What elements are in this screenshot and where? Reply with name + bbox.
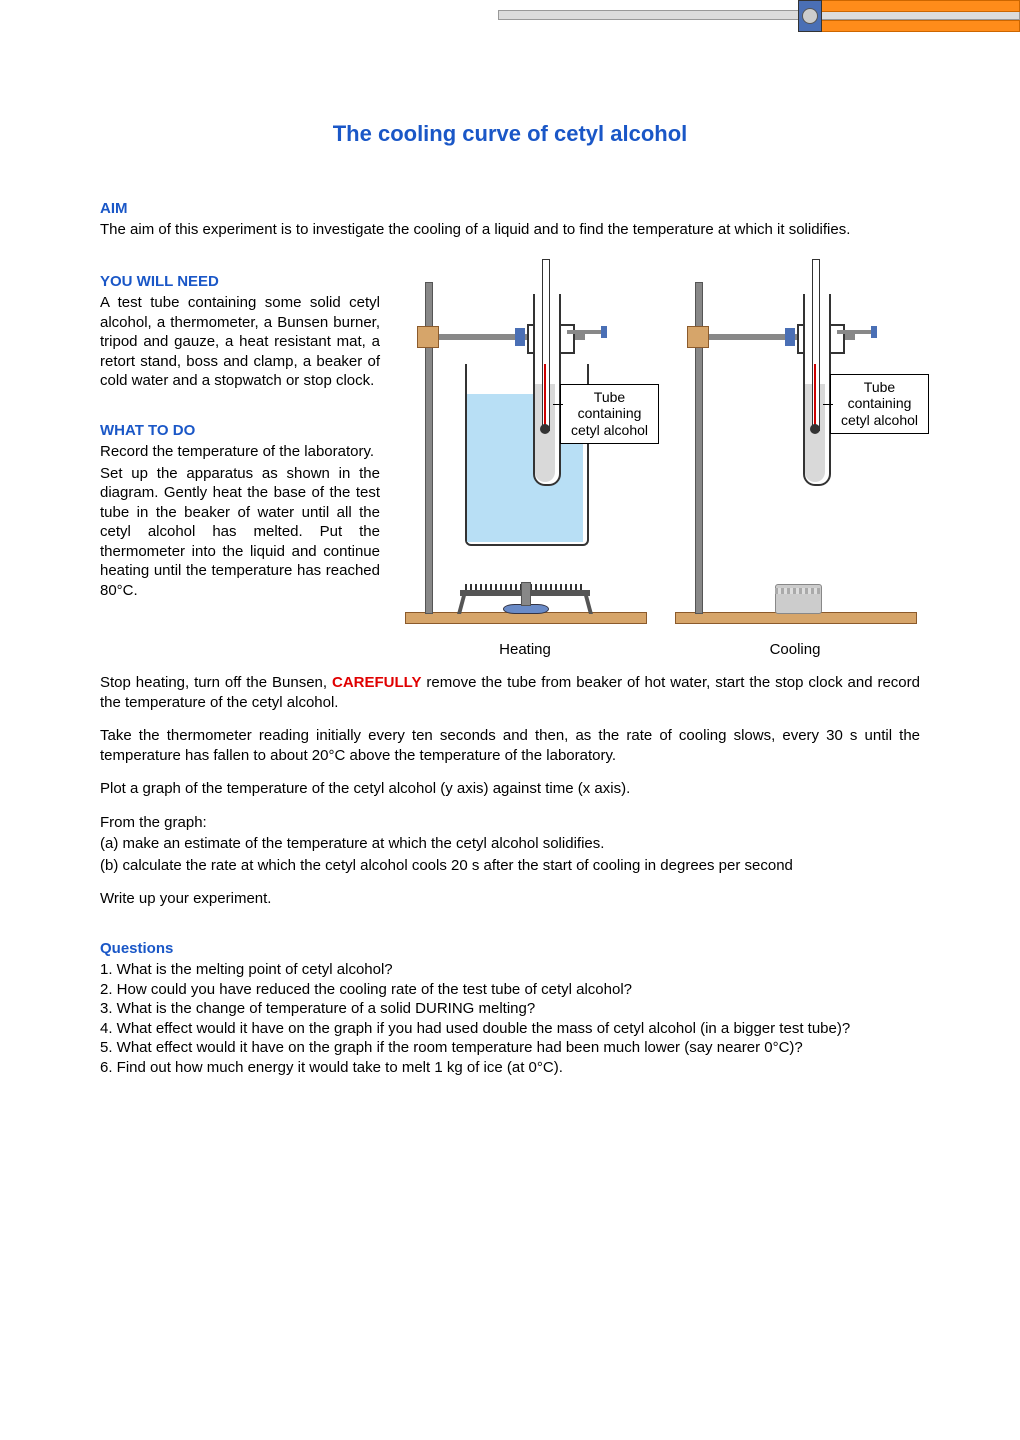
apparatus-row: Tube containing cetyl alcohol Heating: [400, 254, 920, 660]
aim-text: The aim of this experiment is to investi…: [100, 220, 920, 240]
cooling-apparatus-wrapper: Tube containing cetyl alcohol Cooling: [675, 254, 915, 660]
thermometer-bulb-2: [810, 424, 820, 434]
q5: 5. What effect would it have on the grap…: [100, 1038, 920, 1058]
whattodo-p1: Record the temperature of the laboratory…: [100, 442, 380, 462]
q1: 1. What is the melting point of cetyl al…: [100, 960, 920, 980]
header-decoration: [0, 0, 1020, 50]
cooling-apparatus: Tube containing cetyl alcohol: [675, 254, 915, 634]
arrow-heating: [553, 404, 563, 405]
heating-apparatus: Tube containing cetyl alcohol: [405, 254, 645, 634]
clamp-nut-blue: [515, 328, 525, 346]
aim-heading: AIM: [100, 199, 920, 219]
whattodo-p6: From the graph:: [100, 813, 920, 833]
q2: 2. How could you have reduced the coolin…: [100, 980, 920, 1000]
need-heading: YOU WILL NEED: [100, 272, 380, 292]
clamp-nut-blue-2: [785, 328, 795, 346]
questions-heading: Questions: [100, 939, 920, 959]
page-title: The cooling curve of cetyl alcohol: [100, 120, 920, 149]
thermometer-bulb: [540, 424, 550, 434]
whattodo-p4: Take the thermometer reading initially e…: [100, 726, 920, 765]
cooling-weight-ridge: [775, 588, 820, 594]
tripod-leg-right: [583, 592, 593, 614]
arrow-cooling: [823, 404, 833, 405]
q6: 6. Find out how much energy it would tak…: [100, 1058, 920, 1078]
figure-column: Tube containing cetyl alcohol Heating: [400, 254, 920, 660]
p3-pre: Stop heating, turn off the Bunsen,: [100, 674, 332, 691]
whattodo-p6a: (a) make an estimate of the temperature …: [100, 834, 920, 854]
whattodo-p3: Stop heating, turn off the Bunsen, CAREF…: [100, 673, 920, 712]
page-content: The cooling curve of cetyl alcohol AIM T…: [0, 50, 1020, 1157]
whattodo-p2: Set up the apparatus as shown in the dia…: [100, 464, 380, 601]
thermometer-liquid: [544, 364, 546, 429]
bunsen-tube: [521, 582, 531, 606]
pipe-dot: [802, 8, 818, 24]
aim-section: AIM The aim of this experiment is to inv…: [100, 199, 920, 240]
heating-apparatus-wrapper: Tube containing cetyl alcohol Heating: [405, 254, 645, 660]
left-text-column: YOU WILL NEED A test tube containing som…: [100, 254, 380, 615]
q3: 3. What is the change of temperature of …: [100, 999, 920, 1019]
need-and-whattodo-row: YOU WILL NEED A test tube containing som…: [100, 254, 920, 660]
tube-label-heating: Tube containing cetyl alcohol: [560, 384, 659, 444]
whattodo-p6b: (b) calculate the rate at which the cety…: [100, 856, 920, 876]
q4: 4. What effect would it have on the grap…: [100, 1019, 920, 1039]
clamp-stop: [601, 326, 607, 338]
clamp-bar-2: [837, 330, 873, 334]
cooling-caption: Cooling: [675, 640, 915, 660]
heating-caption: Heating: [405, 640, 645, 660]
pipe-orange-bottom: [818, 20, 1020, 32]
need-text: A test tube containing some solid cetyl …: [100, 293, 380, 391]
thermometer-liquid-2: [814, 364, 816, 429]
clamp-boss-2: [687, 326, 709, 348]
pipe-orange-top: [818, 0, 1020, 12]
whattodo-heading: WHAT TO DO: [100, 421, 380, 441]
clamp-boss: [417, 326, 439, 348]
clamp-stop-2: [871, 326, 877, 338]
tripod-leg-left: [457, 592, 467, 614]
whattodo-p5: Plot a graph of the temperature of the c…: [100, 779, 920, 799]
clamp-bar: [567, 330, 603, 334]
tube-label-cooling: Tube containing cetyl alcohol: [830, 374, 929, 434]
whattodo-p7: Write up your experiment.: [100, 889, 920, 909]
p3-warn: CAREFULLY: [332, 674, 421, 691]
